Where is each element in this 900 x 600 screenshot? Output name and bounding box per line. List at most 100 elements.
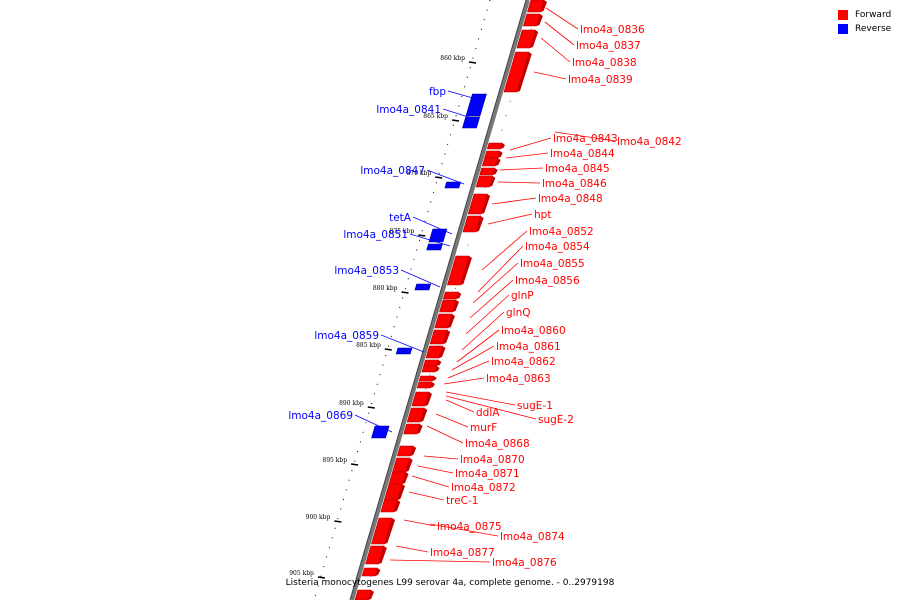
forward-label-leader xyxy=(443,377,485,385)
forward-gene-shade xyxy=(375,568,381,576)
forward-label-leader xyxy=(417,465,454,474)
scale-tick-mark xyxy=(350,463,359,466)
forward-label-leader xyxy=(423,455,459,460)
forward-gene-shade xyxy=(436,360,442,366)
forward-gene-arrow xyxy=(423,359,439,367)
forward-gene-label: lmo4a_0852 xyxy=(529,226,594,238)
forward-gene-shade xyxy=(432,376,437,381)
scale-tick-label: 900 kbp xyxy=(306,514,331,521)
reverse-gene-label: lmo4a_0847 xyxy=(360,165,425,177)
scale-tick-mark xyxy=(468,61,477,64)
forward-gene-shade xyxy=(405,458,413,472)
forward-label-leader xyxy=(435,413,469,428)
forward-gene-shade xyxy=(397,484,406,500)
scale-tick-label: 905 kbp xyxy=(289,570,314,577)
forward-gene-shade xyxy=(500,143,506,149)
scale-tick-mark xyxy=(418,234,426,237)
scale-tick-label: 875 kbp xyxy=(390,228,415,235)
forward-gene-arrow xyxy=(418,375,435,382)
forward-gene-shade xyxy=(540,0,547,12)
forward-label-leader xyxy=(429,523,499,537)
forward-gene-label: lmo4a_0877 xyxy=(430,547,495,559)
forward-gene-label: lmo4a_0848 xyxy=(538,193,603,205)
forward-label-leader xyxy=(445,395,537,420)
reverse-gene-label: lmo4a_0869 xyxy=(288,410,353,422)
forward-gene-shade xyxy=(495,158,501,166)
forward-gene-shade xyxy=(460,256,472,285)
reverse-label-leader xyxy=(426,169,465,185)
forward-gene-arrow xyxy=(416,381,433,389)
scale-tick-mark xyxy=(435,176,443,179)
forward-gene-shade xyxy=(368,590,374,600)
forward-gene-shade xyxy=(456,292,462,299)
reverse-gene-label: fbp xyxy=(429,86,446,98)
reverse-gene-arrow xyxy=(444,181,462,189)
forward-gene-label: lmo4a_0845 xyxy=(545,163,610,175)
scale-tick-mark xyxy=(384,348,392,351)
forward-gene-label: glnQ xyxy=(506,307,531,319)
tick-track xyxy=(313,0,491,600)
legend-label-reverse: Reverse xyxy=(855,24,892,34)
forward-gene-arrow xyxy=(484,150,501,159)
forward-label-leader xyxy=(540,37,571,63)
reverse-gene-arrow xyxy=(395,347,413,355)
forward-gene-label: lmo4a_0837 xyxy=(576,40,641,52)
forward-gene-label: lmo4a_0875 xyxy=(437,521,502,533)
reverse-gene-label: lmo4a_0853 xyxy=(334,265,399,277)
forward-gene-shade xyxy=(452,300,459,312)
forward-gene-label: lmo4a_0843 xyxy=(553,133,618,145)
scale-tick-mark xyxy=(334,520,342,523)
forward-gene-label: ddlA xyxy=(476,407,500,419)
reverse-gene-arrow xyxy=(426,243,443,251)
forward-gene-shade xyxy=(378,546,387,564)
reverse-label-leader xyxy=(412,216,453,235)
forward-gene-shade xyxy=(416,424,423,434)
forward-gene-arrow xyxy=(421,365,438,373)
forward-label-leader xyxy=(426,425,464,444)
forward-gene-label: lmo4a_0871 xyxy=(455,468,520,480)
reverse-gene-label: lmo4a_0851 xyxy=(343,229,408,241)
forward-label-leader xyxy=(533,71,567,80)
reverse-label-leader xyxy=(354,414,393,433)
legend-item-reverse: Reverse xyxy=(838,22,891,36)
reverse-label-leader xyxy=(442,108,479,121)
scale-tick-label: 865 kbp xyxy=(423,113,448,120)
forward-gene-shade xyxy=(438,346,446,358)
forward-gene-shade xyxy=(402,472,409,484)
forward-gene-label: lmo4a_0872 xyxy=(451,482,516,494)
forward-label-leader xyxy=(445,391,516,406)
forward-label-leader xyxy=(408,491,445,501)
forward-label-leader xyxy=(395,545,429,553)
forward-gene-shade xyxy=(434,366,440,372)
scale-tick-label: 885 kbp xyxy=(356,342,381,349)
forward-gene-shade xyxy=(443,330,451,344)
forward-gene-label: lmo4a_0860 xyxy=(501,325,566,337)
reverse-swatch xyxy=(838,24,848,34)
forward-gene-arrow xyxy=(479,167,496,176)
forward-gene-arrow xyxy=(354,589,372,600)
reverse-label-leader xyxy=(380,334,425,353)
reverse-label-leader xyxy=(409,233,451,247)
genome-backbone-edge xyxy=(349,0,527,600)
forward-gene-shade xyxy=(447,314,455,328)
forward-gene-label: lmo4a_0846 xyxy=(542,178,607,190)
reverse-gene-arrow xyxy=(414,283,432,291)
forward-label-leader xyxy=(545,7,579,30)
forward-gene-label: lmo4a_0856 xyxy=(515,275,580,287)
forward-gene-label: glnP xyxy=(511,290,534,302)
forward-gene-shade xyxy=(410,446,417,456)
forward-gene-label: lmo4a_0876 xyxy=(492,557,557,569)
genome-caption: Listeria monocytogenes L99 serovar 4a, c… xyxy=(285,578,615,588)
reverse-gene-arrow xyxy=(371,425,390,439)
forward-gene-label: lmo4a_0839 xyxy=(568,74,633,86)
forward-gene-label: sugE-2 xyxy=(538,414,574,426)
forward-gene-label: lmo4a_0844 xyxy=(550,148,615,160)
forward-gene-shade xyxy=(420,408,428,422)
scale-tick-label: 895 kbp xyxy=(322,457,347,464)
forward-gene-label: lmo4a_0863 xyxy=(486,373,551,385)
forward-gene-label: lmo4a_0870 xyxy=(460,454,525,466)
reverse-gene-arrow xyxy=(462,116,481,129)
forward-label-leader xyxy=(451,345,495,371)
forward-gene-arrow xyxy=(361,567,378,577)
